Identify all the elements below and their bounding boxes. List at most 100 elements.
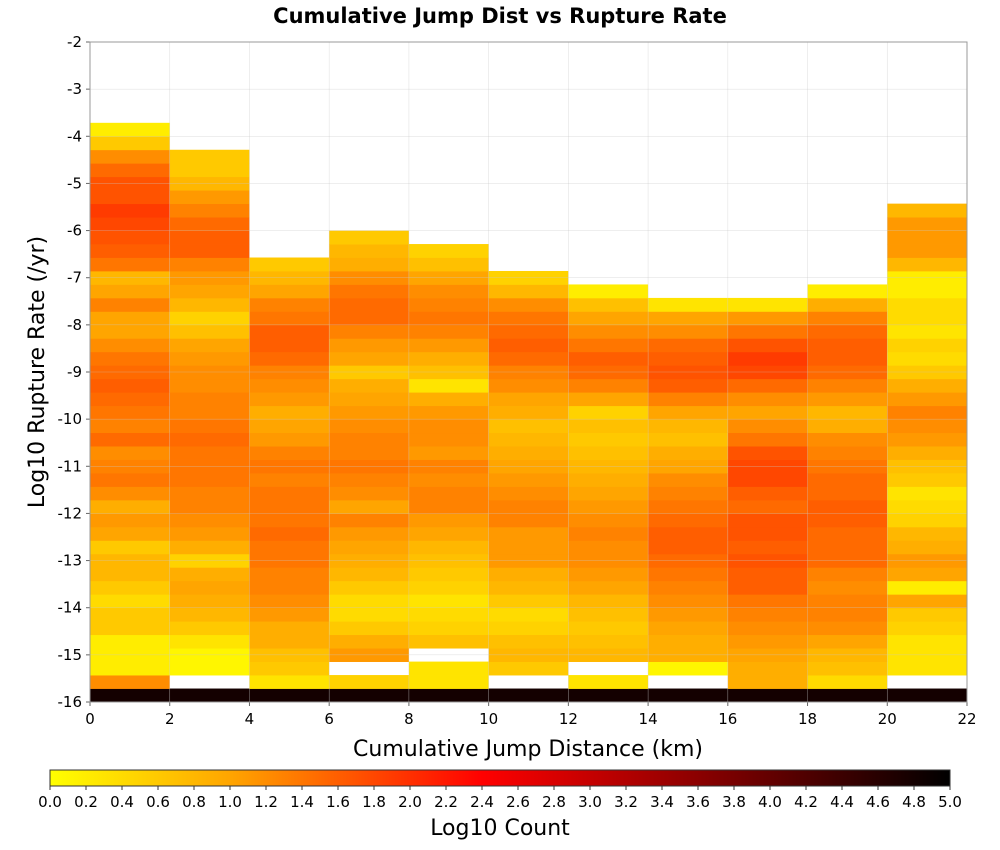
heatmap-cell xyxy=(648,526,728,541)
colorbar-tick-label: 3.4 xyxy=(650,793,674,811)
heatmap-cell xyxy=(169,392,250,407)
heatmap-cell xyxy=(807,311,888,326)
heatmap-cell xyxy=(727,580,808,595)
heatmap-cell xyxy=(249,499,330,514)
heatmap-cell xyxy=(408,580,489,595)
heatmap-cell xyxy=(408,324,489,339)
colorbar-tick-label: 2.4 xyxy=(470,793,494,811)
heatmap-cell xyxy=(408,419,489,434)
heatmap-cell xyxy=(807,688,888,703)
heatmap-cell xyxy=(807,607,888,622)
heatmap-cell xyxy=(887,634,967,649)
x-tick-label: 8 xyxy=(404,710,414,728)
y-tick-label: -4 xyxy=(67,127,82,145)
heatmap-cell xyxy=(488,311,569,326)
heatmap-cell xyxy=(249,607,330,622)
heatmap-cell xyxy=(727,311,808,326)
x-tick-label: 22 xyxy=(957,710,976,728)
heatmap-cell xyxy=(90,230,170,245)
heatmap-cell xyxy=(329,446,409,460)
heatmap-cell xyxy=(648,688,728,703)
heatmap-cell xyxy=(329,580,409,595)
heatmap-cell xyxy=(727,675,808,689)
heatmap-cell xyxy=(249,284,330,299)
heatmap-cell xyxy=(727,378,808,393)
colorbar-title: Log10 Count xyxy=(430,816,570,841)
heatmap-cell xyxy=(488,351,569,366)
heatmap-cell xyxy=(727,621,808,636)
heatmap-cell xyxy=(408,392,489,407)
heatmap-cell xyxy=(90,513,170,528)
heatmap-cell xyxy=(568,607,649,622)
heatmap-cell xyxy=(807,486,888,501)
plot-area xyxy=(90,122,967,703)
heatmap-cell xyxy=(648,297,728,312)
colorbar-tick-label: 3.0 xyxy=(578,793,602,811)
heatmap-cell xyxy=(169,446,250,460)
heatmap-cell xyxy=(249,675,330,689)
heatmap-cell xyxy=(887,594,967,609)
y-tick-label: -13 xyxy=(58,552,83,570)
heatmap-cell xyxy=(169,634,250,649)
heatmap-cell xyxy=(90,378,170,393)
x-tick-label: 12 xyxy=(559,710,578,728)
heatmap-cell xyxy=(90,473,170,487)
colorbar-tick-label: 4.8 xyxy=(902,793,926,811)
heatmap-cell xyxy=(887,392,967,407)
heatmap-cell xyxy=(249,432,330,447)
heatmap-cell xyxy=(169,190,250,205)
heatmap-cell xyxy=(249,567,330,582)
heatmap-cell xyxy=(408,607,489,622)
heatmap-cell xyxy=(887,378,967,393)
heatmap-cell xyxy=(90,149,170,164)
heatmap-cell xyxy=(887,688,967,703)
heatmap-cell xyxy=(648,513,728,528)
heatmap-cell xyxy=(169,338,250,353)
heatmap-cell xyxy=(169,284,250,299)
heatmap-cell xyxy=(648,499,728,514)
heatmap-cell xyxy=(887,621,967,636)
chart-title: Cumulative Jump Dist vs Rupture Rate xyxy=(273,4,727,28)
colorbar-tick-label: 1.8 xyxy=(362,793,386,811)
heatmap-cell xyxy=(169,432,250,447)
heatmap-cell xyxy=(568,580,649,595)
heatmap-cell xyxy=(90,297,170,312)
x-tick-label: 16 xyxy=(718,710,737,728)
heatmap-cell xyxy=(568,675,649,689)
heatmap-cell xyxy=(727,594,808,609)
heatmap-cell xyxy=(648,567,728,582)
heatmap-cell xyxy=(329,338,409,353)
heatmap-cell xyxy=(329,607,409,622)
heatmap-cell xyxy=(408,621,489,636)
heatmap-cell xyxy=(329,392,409,407)
heatmap-cell xyxy=(568,324,649,339)
x-axis-title: Cumulative Jump Distance (km) xyxy=(353,737,703,762)
heatmap-cell xyxy=(169,149,250,164)
heatmap-cell xyxy=(648,338,728,353)
heatmap-cell xyxy=(488,688,569,703)
heatmap-cell xyxy=(249,297,330,312)
heatmap-cell xyxy=(90,405,170,420)
heatmap-cell xyxy=(488,513,569,528)
heatmap-cell xyxy=(90,203,170,218)
heatmap-cell xyxy=(887,567,967,582)
heatmap-cell xyxy=(887,580,967,595)
heatmap-cell xyxy=(488,567,569,582)
heatmap-cell xyxy=(408,338,489,353)
colorbar-tick-label: 1.0 xyxy=(218,793,242,811)
heatmap-cell xyxy=(329,513,409,528)
y-tick-label: -6 xyxy=(67,222,82,240)
heatmap-cell xyxy=(727,499,808,514)
heatmap-cell xyxy=(169,661,250,676)
heatmap-cell xyxy=(329,499,409,514)
heatmap-cell xyxy=(169,473,250,487)
heatmap-cell xyxy=(488,324,569,339)
heatmap-cell xyxy=(807,405,888,420)
heatmap-cell xyxy=(568,486,649,501)
y-tick-label: -7 xyxy=(67,269,82,287)
colorbar-tick-label: 4.6 xyxy=(866,793,890,811)
heatmap-cell xyxy=(249,257,330,272)
heatmap-cell xyxy=(408,378,489,393)
heatmap-cell xyxy=(90,486,170,501)
